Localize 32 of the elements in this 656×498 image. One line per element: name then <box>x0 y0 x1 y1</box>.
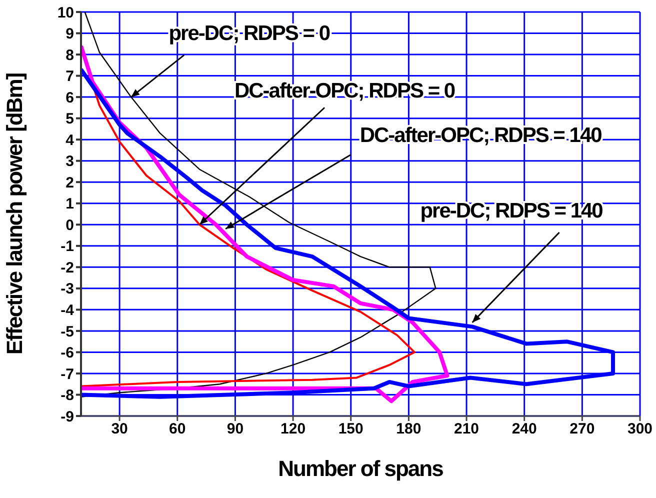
x-tick-label: 180 <box>396 420 422 438</box>
y-tick-label: 4 <box>66 132 75 149</box>
y-tick-label: -5 <box>60 323 74 340</box>
x-tick-label: 300 <box>627 420 653 438</box>
y-tick-label: 9 <box>66 26 74 43</box>
y-tick-label: 5 <box>66 110 74 128</box>
x-tick-label: 120 <box>280 420 306 438</box>
y-tick-label: -9 <box>60 408 74 426</box>
y-axis-title: Effective launch power [dBm] <box>2 72 27 355</box>
y-tick-label: -8 <box>60 387 74 404</box>
y-tick-label: 0 <box>66 216 74 234</box>
y-tick-label: 3 <box>66 153 74 170</box>
y-tick-label: 8 <box>66 46 74 64</box>
x-tick-label: 150 <box>338 420 364 438</box>
y-tick-label: 10 <box>57 4 74 22</box>
x-tick-label: 240 <box>512 420 537 438</box>
x-tick-label: 60 <box>169 420 186 438</box>
y-tick-label: -1 <box>60 238 74 256</box>
y-tick-label: -3 <box>60 280 74 298</box>
y-tick-label: 1 <box>66 196 74 213</box>
x-tick-label: 30 <box>111 420 128 438</box>
y-tick-label: 7 <box>66 68 74 86</box>
y-tick-label: 2 <box>66 174 74 192</box>
x-tick-label: 270 <box>570 420 595 438</box>
y-tick-label: -6 <box>60 344 74 362</box>
x-tick-label: 90 <box>226 420 244 438</box>
y-tick-label: -2 <box>60 259 74 276</box>
x-tick-label: 210 <box>454 420 480 438</box>
y-tick-label: -7 <box>60 366 74 383</box>
y-tick-label: 6 <box>66 89 74 106</box>
x-axis-title: Number of spans <box>278 456 444 481</box>
y-tick-label: -4 <box>60 302 75 320</box>
